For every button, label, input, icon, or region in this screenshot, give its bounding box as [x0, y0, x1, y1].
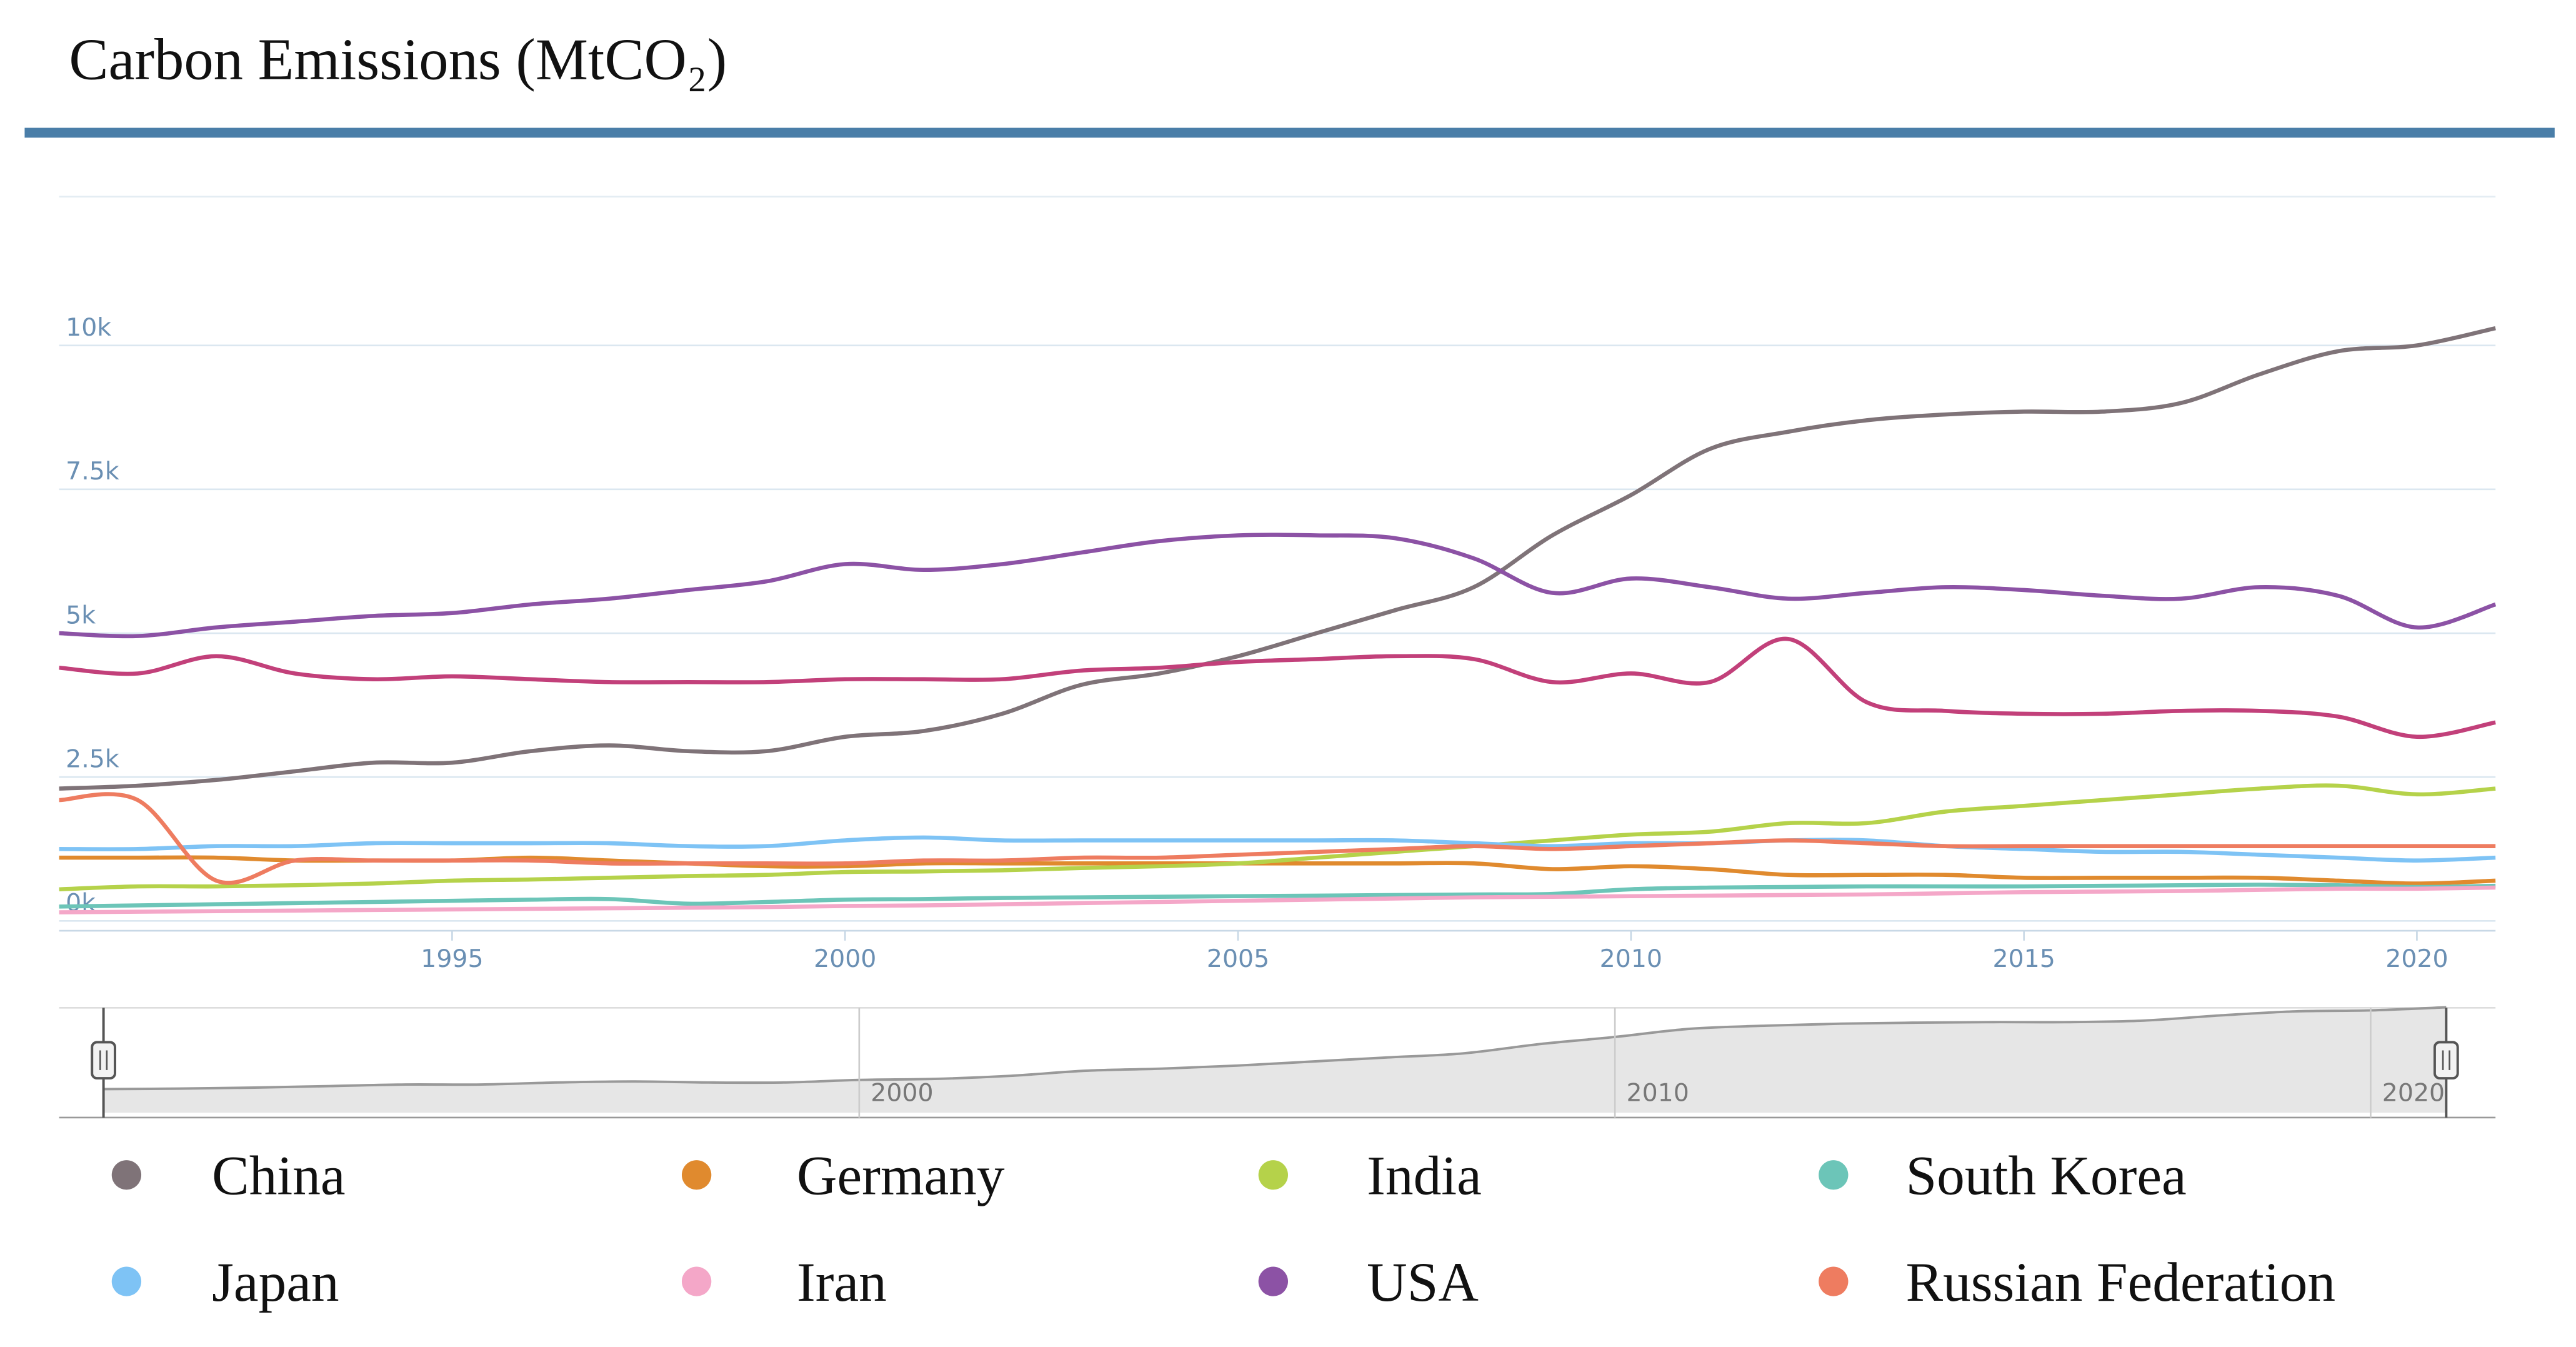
- legend-item[interactable]: South Korea: [1819, 1145, 2187, 1207]
- navigator-label: 2000: [871, 1079, 933, 1108]
- legend-marker: [1819, 1160, 1849, 1190]
- legend-marker: [1258, 1160, 1288, 1190]
- legend-item[interactable]: Germany: [681, 1145, 1005, 1207]
- legend-label: USA: [1367, 1251, 1479, 1313]
- x-tick-label: 2015: [1992, 944, 2055, 973]
- y-tick-label: 5k: [66, 601, 96, 629]
- legend-marker: [681, 1160, 712, 1190]
- navigator-label: 2020: [2382, 1079, 2445, 1108]
- y-tick-label: 7.5k: [66, 457, 119, 486]
- legend-marker: [111, 1160, 142, 1190]
- legend-item[interactable]: China: [111, 1145, 346, 1207]
- navigator-label: 2010: [1627, 1079, 1689, 1108]
- legend-item[interactable]: Iran: [681, 1251, 887, 1313]
- legend: China Germany India South Korea Japan Iran USA…: [111, 1145, 2335, 1313]
- navigator-handle[interactable]: [2433, 1041, 2459, 1080]
- legend-label: Japan: [212, 1251, 339, 1313]
- legend-item[interactable]: Russian Federation: [1819, 1251, 2335, 1313]
- x-tick-label: 2005: [1207, 944, 1269, 973]
- series-line: [59, 883, 2496, 909]
- y-tick-label: 10k: [66, 313, 111, 342]
- legend-item[interactable]: India: [1258, 1145, 1482, 1207]
- series-line: [59, 533, 2497, 639]
- legend-label: Russian Federation: [1905, 1251, 2335, 1313]
- legend-item[interactable]: USA: [1258, 1251, 1479, 1313]
- navigator-line: [103, 1006, 2447, 1091]
- legend-label: Iran: [797, 1251, 887, 1313]
- x-tick-label: 2010: [1600, 944, 1662, 973]
- legend-label: Germany: [797, 1145, 1005, 1207]
- legend-label: South Korea: [1905, 1145, 2186, 1207]
- series-line: [59, 636, 2496, 739]
- chart-title: Carbon Emissions (MtCO₂): [69, 28, 727, 93]
- series-line: [59, 792, 2496, 885]
- navigator-area: [103, 1007, 2447, 1113]
- x-tick-label: 2000: [814, 944, 876, 973]
- lines: [59, 326, 2497, 914]
- series-line: [59, 885, 2496, 914]
- navigator-handle[interactable]: [91, 1041, 116, 1080]
- legend-marker: [1258, 1266, 1288, 1296]
- series-line: [59, 835, 2496, 863]
- legend-marker: [1819, 1266, 1849, 1296]
- x-tick-label: 1995: [421, 944, 483, 973]
- legend-item[interactable]: Japan: [111, 1251, 339, 1313]
- y-tick-label: 2.5k: [66, 745, 119, 774]
- x-tick-label: 2020: [2385, 944, 2448, 973]
- title-rule: [24, 128, 2555, 138]
- legend-label: India: [1367, 1145, 1482, 1207]
- navigator: 2000 2010 2020: [59, 1006, 2496, 1119]
- legend-label: China: [212, 1145, 345, 1207]
- series-line: [59, 783, 2496, 892]
- legend-marker: [681, 1266, 712, 1296]
- series-line: [59, 326, 2496, 791]
- legend-marker: [111, 1266, 142, 1296]
